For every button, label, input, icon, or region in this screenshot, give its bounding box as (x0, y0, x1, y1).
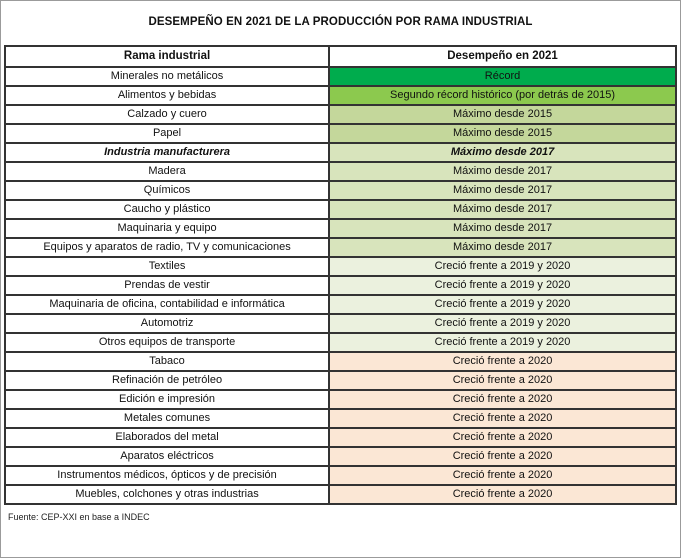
table-row: Papel Máximo desde 2015 (3, 123, 677, 144)
column-header-rama: Rama industrial (3, 45, 331, 68)
table-row: Caucho y plástico Máximo desde 2017 (3, 199, 677, 220)
desempeno-cell: Creció frente a 2019 y 2020 (328, 275, 677, 296)
desempeno-cell: Creció frente a 2020 (328, 465, 677, 486)
rama-cell: Industria manufacturera (3, 142, 331, 163)
rama-cell: Instrumentos médicos, ópticos y de preci… (3, 465, 331, 486)
rama-cell: Maquinaria y equipo (3, 218, 331, 239)
table-row: Edición e impresión Creció frente a 2020 (3, 389, 677, 410)
rama-cell: Textiles (3, 256, 331, 277)
table-row: Aparatos eléctricos Creció frente a 2020 (3, 446, 677, 467)
table-row: Metales comunes Creció frente a 2020 (3, 408, 677, 429)
desempeno-cell: Creció frente a 2020 (328, 351, 677, 372)
table-header-row: Rama industrial Desempeño en 2021 (3, 45, 677, 68)
rama-cell: Maquinaria de oficina, contabilidad e in… (3, 294, 331, 315)
desempeno-cell: Creció frente a 2020 (328, 389, 677, 410)
rama-cell: Edición e impresión (3, 389, 331, 410)
table-row: Industria manufacturera Máximo desde 2017 (3, 142, 677, 163)
rama-cell: Químicos (3, 180, 331, 201)
rama-cell: Otros equipos de transporte (3, 332, 331, 353)
rama-cell: Muebles, colchones y otras industrias (3, 484, 331, 505)
table-row: Refinación de petróleo Creció frente a 20… (3, 370, 677, 391)
desempeno-cell: Máximo desde 2017 (328, 237, 677, 258)
table-row: Maquinaria de oficina, contabilidad e in… (3, 294, 677, 315)
page-title: DESEMPEÑO EN 2021 DE LA PRODUCCIÓN POR R… (148, 16, 533, 28)
rama-cell: Prendas de vestir (3, 275, 331, 296)
table-row: Maquinaria y equipo Máximo desde 2017 (3, 218, 677, 239)
desempeno-cell: Máximo desde 2017 (328, 180, 677, 201)
table-row: Prendas de vestir Creció frente a 2019 y … (3, 275, 677, 296)
table-row: Alimentos y bebidas Segundo récord histór… (3, 85, 677, 106)
rama-cell: Calzado y cuero (3, 104, 331, 125)
desempeno-cell: Máximo desde 2015 (328, 104, 677, 125)
desempeno-cell: Máximo desde 2017 (328, 142, 677, 163)
table-row: Minerales no metálicos Récord (3, 66, 677, 87)
rama-cell: Tabaco (3, 351, 331, 372)
desempeno-cell: Creció frente a 2020 (328, 408, 677, 429)
table-row: Equipos y aparatos de radio, TV y comuni… (3, 237, 677, 258)
desempeno-cell: Récord (328, 66, 677, 87)
table-body: Minerales no metálicos Récord Alimentos y … (3, 66, 677, 505)
desempeno-cell: Creció frente a 2020 (328, 484, 677, 505)
desempeno-cell: Creció frente a 2019 y 2020 (328, 294, 677, 315)
desempeno-cell: Máximo desde 2017 (328, 218, 677, 239)
table-row: Calzado y cuero Máximo desde 2015 (3, 104, 677, 125)
desempeno-cell: Máximo desde 2017 (328, 199, 677, 220)
column-header-desempeno: Desempeño en 2021 (328, 45, 677, 68)
table-row: Textiles Creció frente a 2019 y 2020 (3, 256, 677, 277)
rama-cell: Minerales no metálicos (3, 66, 331, 87)
table-row: Químicos Máximo desde 2017 (3, 180, 677, 201)
desempeno-cell: Creció frente a 2019 y 2020 (328, 313, 677, 334)
desempeno-cell: Creció frente a 2020 (328, 370, 677, 391)
rama-cell: Refinación de petróleo (3, 370, 331, 391)
rama-cell: Automotriz (3, 313, 331, 334)
table-row: Madera Máximo desde 2017 (3, 161, 677, 182)
table-row: Elaborados del metal Creció frente a 2020 (3, 427, 677, 448)
source-note: Fuente: CEP-XXI en base a INDEC (8, 512, 150, 522)
desempeno-cell: Creció frente a 2019 y 2020 (328, 256, 677, 277)
rama-cell: Elaborados del metal (3, 427, 331, 448)
rama-cell: Papel (3, 123, 331, 144)
rama-cell: Madera (3, 161, 331, 182)
desempeno-cell: Creció frente a 2019 y 2020 (328, 332, 677, 353)
table-row: Instrumentos médicos, ópticos y de preci… (3, 465, 677, 486)
rama-cell: Caucho y plástico (3, 199, 331, 220)
table-row: Muebles, colchones y otras industrias Cre… (3, 484, 677, 505)
rama-cell: Equipos y aparatos de radio, TV y comuni… (3, 237, 331, 258)
table-row: Automotriz Creció frente a 2019 y 2020 (3, 313, 677, 334)
performance-table: Rama industrial Desempeño en 2021 Minera… (3, 45, 677, 505)
desempeno-cell: Máximo desde 2015 (328, 123, 677, 144)
desempeno-cell: Máximo desde 2017 (328, 161, 677, 182)
desempeno-cell: Segundo récord histórico (por detrás de … (328, 85, 677, 106)
rama-cell: Alimentos y bebidas (3, 85, 331, 106)
table-row: Otros equipos de transporte Creció frente… (3, 332, 677, 353)
desempeno-cell: Creció frente a 2020 (328, 427, 677, 448)
table-row: Tabaco Creció frente a 2020 (3, 351, 677, 372)
rama-cell: Metales comunes (3, 408, 331, 429)
desempeno-cell: Creció frente a 2020 (328, 446, 677, 467)
rama-cell: Aparatos eléctricos (3, 446, 331, 467)
